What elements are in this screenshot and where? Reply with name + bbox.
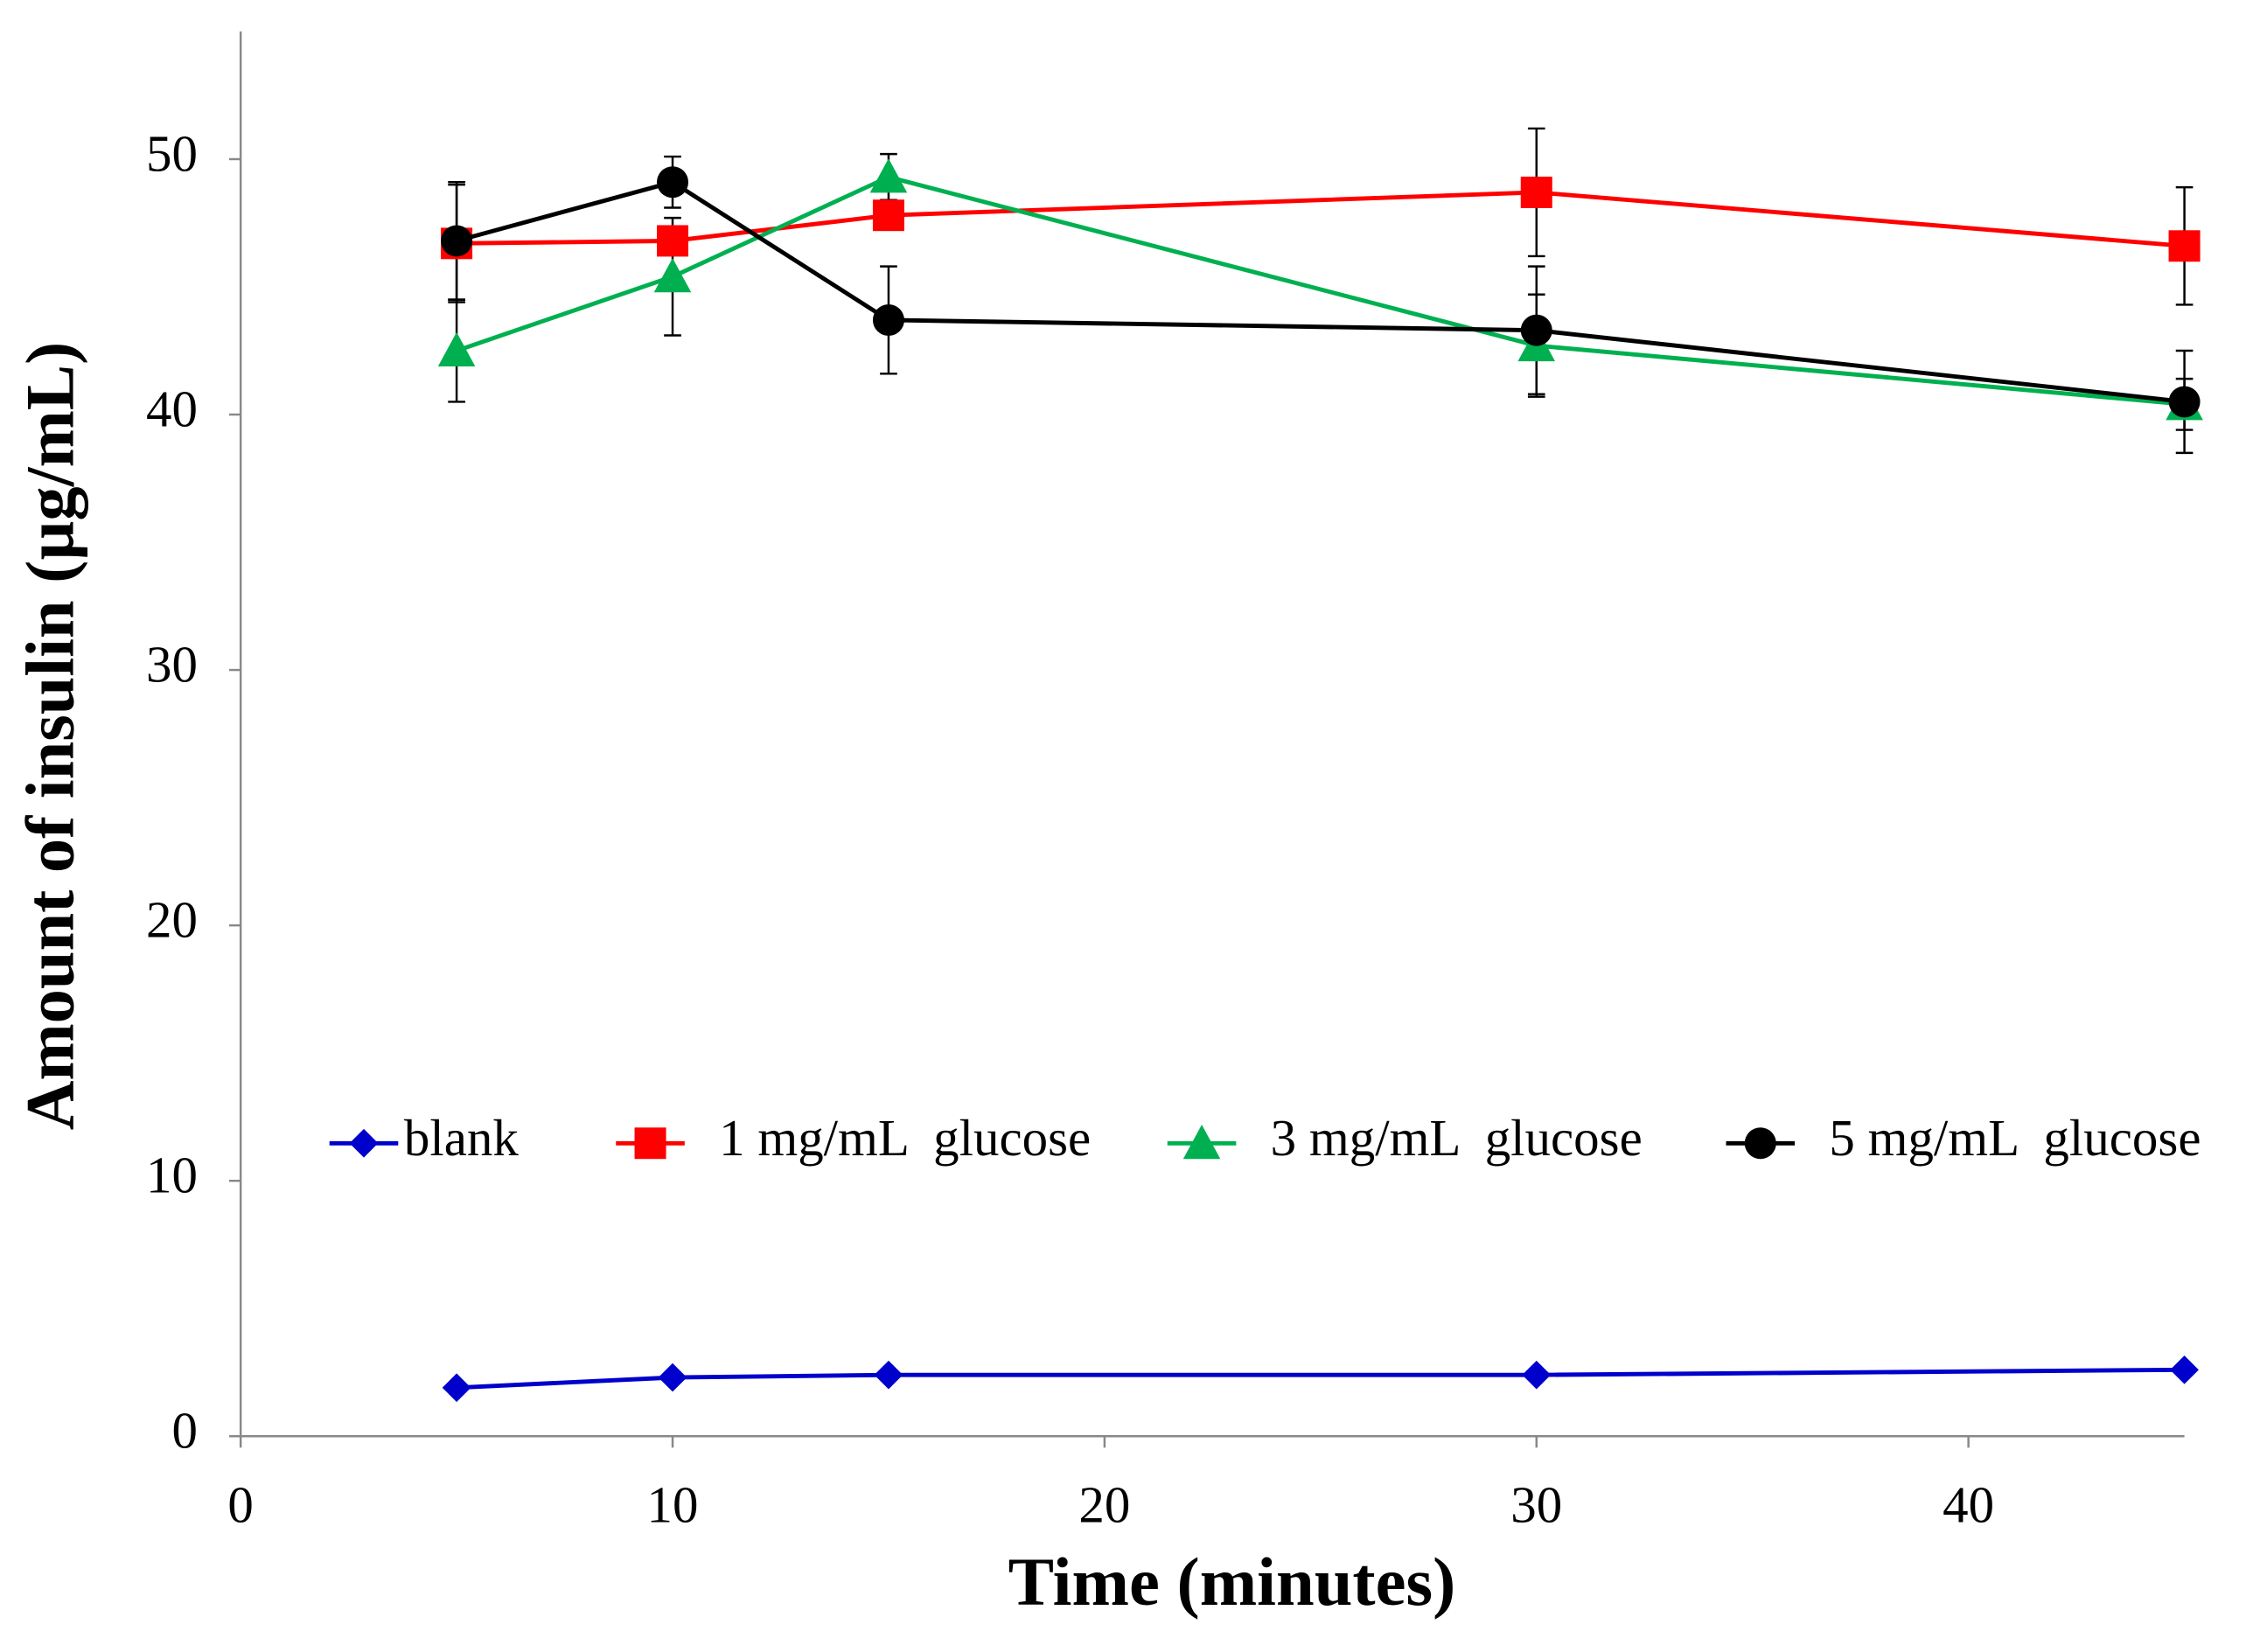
marker [442, 1373, 471, 1403]
x-tick-label: 20 [1078, 1477, 1130, 1534]
legend-marker [349, 1128, 379, 1158]
marker [2168, 386, 2201, 418]
y-axis-label: Amount of insulin (µg/mL) [11, 342, 87, 1131]
y-tick-label: 0 [172, 1403, 198, 1460]
x-tick-label: 0 [227, 1477, 253, 1534]
x-tick-label: 10 [647, 1477, 699, 1534]
legend-marker [1744, 1127, 1776, 1160]
marker [2170, 1355, 2199, 1384]
marker [874, 1360, 903, 1390]
x-axis-label: Time (minutes) [1008, 1544, 1456, 1620]
marker [437, 331, 476, 366]
x-tick-label: 30 [1510, 1477, 1562, 1534]
y-tick-label: 10 [146, 1147, 198, 1204]
series-line [457, 190, 2185, 248]
marker [2168, 230, 2201, 262]
y-tick-label: 40 [146, 381, 198, 438]
marker [872, 199, 904, 232]
legend-marker [634, 1127, 666, 1160]
marker [869, 158, 908, 193]
series-line [456, 179, 2185, 404]
marker [441, 225, 473, 257]
marker [657, 225, 689, 257]
legend-label: 3 mg/mL glucose [1271, 1110, 1643, 1167]
series-line [456, 1367, 2185, 1391]
y-tick-label: 20 [146, 892, 198, 949]
legend-marker [1182, 1125, 1221, 1160]
marker [872, 303, 904, 336]
legend-label: 5 mg/mL glucose [1829, 1110, 2201, 1167]
x-tick-label: 40 [1943, 1477, 1994, 1534]
marker [653, 258, 692, 293]
y-tick-label: 30 [146, 637, 198, 694]
marker [1522, 1360, 1552, 1390]
marker [657, 166, 689, 199]
y-tick-label: 50 [146, 126, 198, 183]
legend-label: blank [404, 1110, 520, 1167]
marker [1520, 314, 1552, 346]
marker [658, 1363, 687, 1392]
marker [1520, 176, 1552, 208]
legend-label: 1 mg/mL glucose [719, 1110, 1091, 1167]
